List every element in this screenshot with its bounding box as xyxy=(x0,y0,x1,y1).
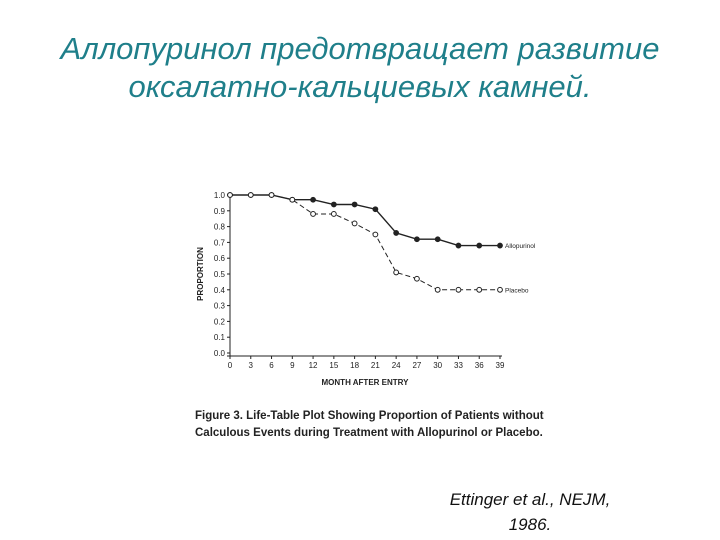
data-point-placebo xyxy=(268,192,275,198)
data-point-allopurinol xyxy=(414,236,420,243)
y-tick-label: 0.9 xyxy=(214,207,226,216)
slide-title: Аллопуринол предотвращает развитие оксал… xyxy=(20,30,700,106)
data-point-placebo xyxy=(289,196,296,203)
x-tick-label: 21 xyxy=(371,361,380,370)
x-tick-label: 18 xyxy=(350,361,359,370)
chart-plot-area: Allopurinol Placebo xyxy=(227,192,536,294)
slide-title-line-2: оксалатно-кальциевых камней. xyxy=(128,69,592,104)
x-tick-label: 3 xyxy=(249,361,254,370)
life-table-chart: 0.00.10.20.30.40.50.60.70.80.91.00 3 6 9 12 1… xyxy=(195,191,544,439)
data-point-placebo xyxy=(330,211,337,217)
citation-line-2: 1986. xyxy=(508,515,552,534)
x-tick-label: 15 xyxy=(329,361,338,370)
series-label-placebo: Placebo xyxy=(505,287,529,294)
x-tick-label: 36 xyxy=(475,361,484,370)
y-tick-label: 0.5 xyxy=(214,270,226,279)
figure-caption-line-2: Calculous Events during Treatment with A… xyxy=(195,427,543,439)
data-point-placebo xyxy=(476,286,483,293)
y-tick-label: 0.0 xyxy=(214,349,226,358)
data-point-allopurinol xyxy=(455,242,462,249)
data-point-placebo xyxy=(497,286,503,293)
y-tick-label: 0.2 xyxy=(214,317,226,326)
data-point-allopurinol xyxy=(497,242,503,249)
chart-axes: 0.00.10.20.30.40.50.60.70.80.91.00 3 6 9 12 1… xyxy=(214,191,505,370)
data-point-placebo xyxy=(393,269,400,276)
x-tick-label: 39 xyxy=(496,361,505,370)
y-tick-label: 0.8 xyxy=(214,223,226,232)
y-tick-label: 0.1 xyxy=(214,333,226,342)
citation: Ettinger et al., NEJM, 1986. xyxy=(440,487,620,537)
x-tick-label: 24 xyxy=(392,361,401,370)
x-tick-label: 12 xyxy=(309,361,318,370)
x-tick-label: 33 xyxy=(454,361,463,370)
data-point-placebo xyxy=(351,220,358,227)
y-tick-label: 0.6 xyxy=(214,254,226,263)
data-point-allopurinol xyxy=(330,201,337,208)
x-tick-label: 30 xyxy=(433,361,442,370)
series-line-placebo xyxy=(230,194,500,291)
x-axis-label: MONTH AFTER ENTRY xyxy=(322,378,410,387)
y-tick-label: 0.3 xyxy=(214,302,226,311)
series-label-allopurinol: Allopurinol xyxy=(505,243,536,250)
data-point-allopurinol xyxy=(393,230,400,236)
x-tick-label: 0 xyxy=(228,361,233,370)
data-point-placebo xyxy=(310,211,316,217)
data-point-placebo xyxy=(414,275,420,282)
data-point-allopurinol xyxy=(372,206,379,213)
data-point-placebo xyxy=(227,192,233,198)
data-point-placebo xyxy=(434,286,441,293)
data-point-placebo xyxy=(247,192,254,198)
y-tick-label: 0.4 xyxy=(214,286,226,295)
figure-caption-line-1: Figure 3. Life-Table Plot Showing Propor… xyxy=(195,410,544,422)
citation-line-1: Ettinger et al., NEJM, xyxy=(449,490,611,509)
data-point-allopurinol xyxy=(310,196,316,203)
data-point-placebo xyxy=(372,231,379,238)
x-tick-label: 6 xyxy=(269,361,274,370)
data-point-placebo xyxy=(455,286,462,293)
slide-title-line-1: Аллопуринол предотвращает развитие xyxy=(60,31,660,66)
x-tick-label: 9 xyxy=(290,361,295,370)
x-tick-label: 27 xyxy=(412,361,421,370)
data-point-allopurinol xyxy=(351,201,358,208)
y-axis-label: PROPORTION xyxy=(196,247,205,301)
y-tick-label: 1.0 xyxy=(214,191,226,200)
series-line-allopurinol xyxy=(230,194,500,247)
data-point-allopurinol xyxy=(434,236,441,243)
data-point-allopurinol xyxy=(476,242,483,249)
y-tick-label: 0.7 xyxy=(214,238,226,247)
